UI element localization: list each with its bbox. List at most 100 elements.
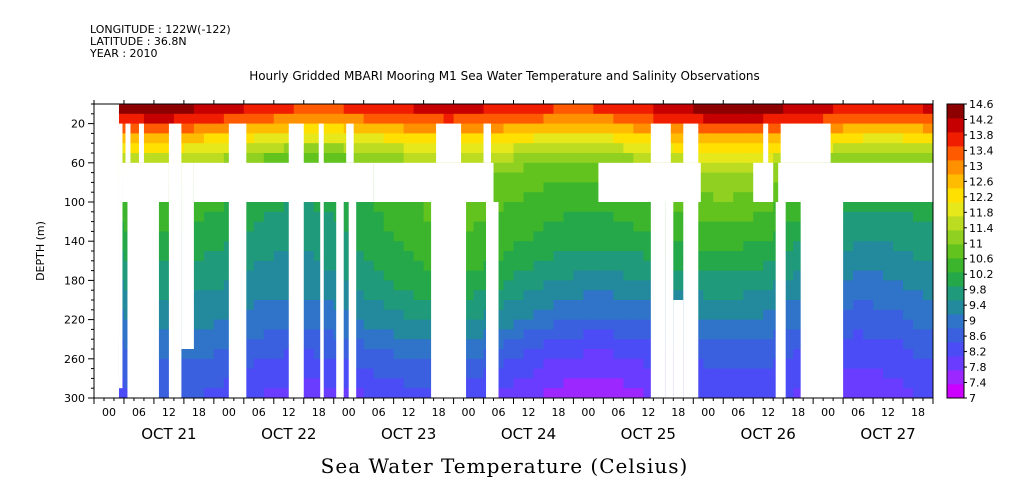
heat-cell bbox=[873, 260, 884, 272]
heat-cell bbox=[883, 280, 894, 291]
missing-data-block bbox=[665, 202, 674, 300]
heat-cell bbox=[353, 280, 365, 291]
heat-cell bbox=[713, 378, 724, 389]
heat-cell bbox=[323, 123, 335, 134]
heat-cell bbox=[613, 211, 624, 223]
heat-cell bbox=[843, 113, 854, 125]
heat-cell bbox=[603, 211, 614, 223]
heat-cell bbox=[493, 231, 505, 242]
heat-cell bbox=[513, 339, 525, 350]
heat-cell bbox=[503, 280, 515, 291]
heat-cell bbox=[573, 143, 585, 154]
heat-cell bbox=[473, 290, 485, 301]
heat-cell bbox=[373, 378, 385, 389]
heat-cell bbox=[913, 133, 924, 144]
heat-cell bbox=[493, 241, 505, 252]
heat-cell bbox=[703, 192, 714, 203]
heat-cell bbox=[183, 143, 195, 154]
heat-cell bbox=[673, 123, 684, 134]
heat-cell bbox=[613, 319, 624, 330]
heat-cell bbox=[503, 104, 515, 115]
heat-cell bbox=[903, 358, 914, 370]
heat-cell bbox=[503, 211, 515, 223]
heat-cell bbox=[543, 358, 555, 370]
heat-cell bbox=[703, 358, 714, 370]
heat-cell bbox=[363, 319, 375, 330]
heat-cell bbox=[243, 113, 255, 125]
heat-cell bbox=[243, 104, 255, 115]
heat-cell bbox=[913, 123, 924, 134]
heat-cell bbox=[753, 270, 764, 281]
heat-cell bbox=[463, 270, 475, 281]
heat-cell bbox=[473, 153, 485, 164]
heat-cell bbox=[183, 104, 195, 115]
heat-cell bbox=[323, 202, 335, 213]
heat-cell bbox=[603, 260, 614, 272]
heat-cell bbox=[723, 182, 734, 193]
heat-cell bbox=[153, 290, 165, 301]
heat-cell bbox=[553, 309, 565, 321]
heat-cell bbox=[403, 270, 415, 281]
heat-cell bbox=[553, 339, 565, 350]
colorbar-frame bbox=[946, 103, 965, 399]
heat-cell bbox=[873, 300, 884, 311]
heat-cell bbox=[403, 123, 415, 134]
heat-cell bbox=[373, 113, 385, 125]
heat-cell bbox=[473, 319, 485, 330]
heat-cell bbox=[533, 368, 545, 379]
heat-cell bbox=[533, 192, 545, 203]
heat-cell bbox=[383, 329, 395, 340]
colorbar-swatch bbox=[947, 272, 964, 287]
x-day-label: OCT 27 bbox=[860, 425, 915, 443]
heat-cell bbox=[273, 123, 285, 134]
heat-cell bbox=[863, 280, 874, 291]
x-hour-label: 18 bbox=[312, 406, 326, 419]
heat-cell bbox=[303, 202, 315, 213]
missing-data-block bbox=[288, 123, 304, 398]
heat-cell bbox=[703, 162, 714, 174]
heat-cell bbox=[303, 211, 315, 223]
heat-cell bbox=[583, 123, 595, 134]
heat-cell bbox=[603, 133, 614, 144]
heat-cell bbox=[553, 290, 565, 301]
heat-cell bbox=[743, 241, 754, 252]
heat-cell bbox=[263, 358, 275, 370]
heat-cell bbox=[623, 251, 634, 262]
heat-cell bbox=[843, 211, 854, 223]
heat-cell bbox=[213, 251, 225, 262]
heat-cell bbox=[243, 241, 255, 252]
heat-cell bbox=[213, 123, 225, 134]
heat-cell bbox=[793, 202, 804, 213]
heat-cell bbox=[403, 241, 415, 252]
heat-cell bbox=[613, 251, 624, 262]
heat-cell bbox=[733, 231, 744, 242]
heat-cell bbox=[543, 182, 555, 193]
heat-cell bbox=[253, 260, 265, 272]
heat-cell bbox=[543, 388, 555, 398]
heat-cell bbox=[263, 309, 275, 321]
heat-cell bbox=[723, 280, 734, 291]
heat-cell bbox=[793, 388, 804, 398]
heat-cell bbox=[273, 133, 285, 144]
heat-cell bbox=[503, 153, 515, 164]
heat-cell bbox=[753, 300, 764, 311]
heat-cell bbox=[473, 104, 485, 115]
heat-cell bbox=[873, 368, 884, 379]
heat-cell bbox=[673, 113, 684, 125]
heat-cell bbox=[733, 172, 744, 183]
heat-cell bbox=[393, 143, 405, 154]
heat-cell bbox=[313, 339, 325, 350]
heat-cell bbox=[583, 368, 595, 379]
colorbar-label: 8.2 bbox=[969, 346, 987, 359]
heat-cell bbox=[203, 153, 215, 164]
heat-cell bbox=[853, 329, 864, 340]
heat-cell bbox=[153, 349, 165, 360]
missing-data-block bbox=[683, 123, 699, 163]
heat-cell bbox=[603, 309, 614, 321]
heat-cell bbox=[623, 368, 634, 379]
heat-cell bbox=[413, 153, 425, 164]
heat-cell bbox=[403, 368, 415, 379]
heat-cell bbox=[673, 280, 684, 291]
heat-cell bbox=[783, 280, 794, 291]
